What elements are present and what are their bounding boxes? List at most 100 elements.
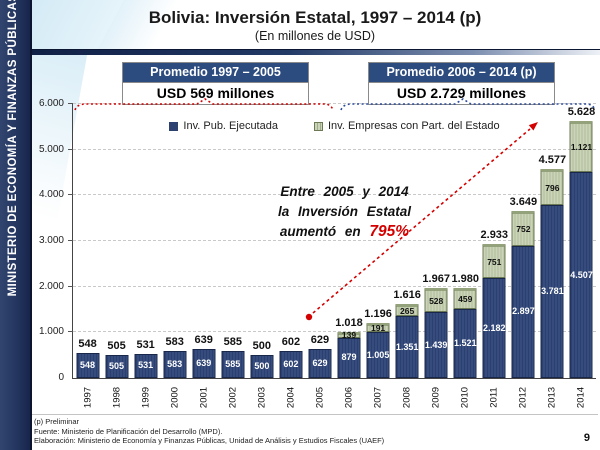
bar-total-label: 4.577 bbox=[538, 153, 567, 166]
x-axis-year-label: 2012 bbox=[517, 386, 529, 409]
bar-value-inv-pub: 4.507 bbox=[570, 269, 593, 280]
chart-legend: Inv. Pub. Ejecutada Inv. Empresas con Par… bbox=[73, 120, 596, 132]
annotation-line: Entre 2005 y 2014 bbox=[280, 184, 409, 199]
bar-slot-2004: 602 2004 602 bbox=[276, 104, 305, 408]
footnote-elaboracion: Elaboración: Ministerio de Economía y Fi… bbox=[34, 436, 385, 445]
bar-total-label: 1.018 bbox=[335, 316, 363, 329]
bar-value-inv-pub: 3.781 bbox=[541, 286, 564, 297]
bar-value-inv-pub: 583 bbox=[167, 359, 183, 370]
average-box-value: USD 2.729 millones bbox=[396, 85, 527, 101]
bar-value-inv-empresas: 191 bbox=[370, 323, 386, 334]
y-tick-label: 1.000 bbox=[38, 326, 64, 338]
bar-segment-inv-pub: 1.439 bbox=[424, 312, 448, 378]
bar-segment-inv-pub: 1.521 bbox=[453, 308, 477, 378]
bar-value-inv-pub: 1.351 bbox=[395, 341, 419, 352]
bar-slot-2012: 3.649 2012 2.897 752 bbox=[509, 104, 538, 408]
bar-value-inv-empresas: 265 bbox=[400, 305, 415, 316]
bar-segment-inv-empresas: 1.121 bbox=[569, 121, 593, 173]
bar-slot-2001: 639 2001 639 bbox=[189, 104, 218, 408]
bar-segment-inv-empresas: 796 bbox=[540, 169, 564, 206]
x-axis-year-label: 2002 bbox=[227, 386, 239, 409]
bar-segment-inv-empresas: 528 bbox=[424, 288, 448, 313]
bar-segment-inv-pub: 505 bbox=[105, 354, 129, 378]
y-tick-label: 5.000 bbox=[38, 143, 64, 155]
bar-slot-2005: 629 2005 629 bbox=[305, 104, 334, 408]
bar-total-label: 1.196 bbox=[364, 308, 392, 321]
x-axis-year-label: 1997 bbox=[82, 386, 94, 409]
bar-value-inv-pub: 1.005 bbox=[366, 349, 390, 360]
bar-slot-2013: 4.577 2013 3.781 796 bbox=[538, 104, 567, 408]
x-axis-year-label: 1999 bbox=[140, 386, 152, 409]
x-axis-year-label: 2003 bbox=[256, 386, 268, 409]
bar-segment-inv-empresas: 459 bbox=[453, 287, 477, 309]
bar-segment-inv-empresas: 265 bbox=[395, 304, 419, 317]
x-axis-year-label: 2005 bbox=[314, 386, 326, 409]
bar-slot-2010: 1.980 2010 1.521 459 bbox=[451, 104, 480, 408]
x-axis-year-label: 2000 bbox=[169, 386, 181, 409]
bar-segment-inv-pub: 639 bbox=[192, 348, 216, 378]
bar-value-inv-pub: 602 bbox=[283, 358, 299, 369]
gridline bbox=[68, 331, 596, 333]
bar-segment-inv-pub: 2.897 bbox=[511, 245, 535, 378]
legend-label: Inv. Empresas con Part. del Estado bbox=[327, 120, 500, 132]
bar-value-inv-empresas: 752 bbox=[516, 224, 531, 235]
bar-total-label: 1.980 bbox=[451, 272, 479, 285]
bar-segment-inv-pub: 1.005 bbox=[366, 332, 390, 378]
bar-total-label: 602 bbox=[281, 335, 301, 348]
legend-item: Inv. Pub. Ejecutada bbox=[169, 120, 278, 132]
bar-slot-1999: 531 1999 531 bbox=[131, 104, 160, 408]
y-tick-label: 4.000 bbox=[38, 189, 64, 201]
bar-value-inv-empresas: 528 bbox=[429, 295, 444, 306]
footnotes: (p) Preliminar Fuente: Ministerio de Pla… bbox=[34, 417, 554, 446]
x-axis-year-label: 2010 bbox=[459, 386, 471, 409]
bar-segment-inv-pub: 531 bbox=[134, 353, 158, 378]
y-tick-label: 2.000 bbox=[38, 280, 64, 292]
footnote-preliminar: (p) Preliminar bbox=[34, 417, 80, 426]
bar-value-inv-empresas: 1.121 bbox=[570, 142, 593, 153]
bar-segment-inv-empresas: 191 bbox=[366, 323, 390, 334]
bar-segment-inv-pub: 583 bbox=[163, 351, 187, 378]
bar-value-inv-empresas: 459 bbox=[458, 293, 473, 304]
bar-total-label: 500 bbox=[252, 340, 272, 353]
legend-label: Inv. Pub. Ejecutada bbox=[183, 120, 278, 132]
bar-value-inv-pub: 2.897 bbox=[512, 306, 535, 317]
y-axis-labels: 6.000 5.000 4.000 3.000 2.000 1.000 0 bbox=[26, 98, 68, 383]
footer-rule bbox=[30, 414, 598, 415]
slide-title: Bolivia: Inversión Estatal, 1997 – 2014 … bbox=[148, 8, 482, 27]
bar-segment-inv-pub: 585 bbox=[221, 351, 245, 378]
bar-total-label: 2.933 bbox=[480, 229, 509, 242]
x-axis-year-label: 2004 bbox=[285, 386, 297, 409]
page-number: 9 bbox=[583, 432, 590, 444]
ministry-name: MINISTERIO DE ECONOMÍA Y FINANZAS PÚBLIC… bbox=[7, 0, 19, 297]
bar-segment-inv-pub: 3.781 bbox=[540, 205, 564, 378]
gridline bbox=[68, 103, 596, 104]
average-box-1997-2005: Promedio 1997 – 2005 USD 569 millones bbox=[122, 62, 309, 105]
average-box-title: Promedio 1997 – 2005 bbox=[123, 63, 308, 83]
bar-value-inv-empresas: 751 bbox=[487, 256, 502, 267]
bar-segment-inv-pub: 4.507 bbox=[569, 172, 593, 378]
bar-total-label: 505 bbox=[107, 339, 126, 352]
ministry-sidebar: MINISTERIO DE ECONOMÍA Y FINANZAS PÚBLIC… bbox=[0, 0, 32, 450]
bar-slot-2006: 1.018 2006 879 139 bbox=[335, 104, 364, 409]
y-tick-label: 3.000 bbox=[38, 235, 64, 246]
growth-annotation: Entre 2005 y 2014 la Inversión Estatal a… bbox=[242, 182, 447, 242]
annotation-line: la Inversión Estatal bbox=[277, 204, 412, 219]
y-tick-label: 6.000 bbox=[38, 98, 64, 109]
bar-segment-inv-pub: 500 bbox=[250, 355, 274, 378]
bar-value-inv-pub: 2.182 bbox=[483, 322, 506, 333]
bar-slot-2014: 5.628 2014 4.507 1.121 bbox=[567, 104, 596, 408]
x-axis-year-label: 2001 bbox=[198, 386, 210, 409]
annotation-line: aumentó en 795% bbox=[279, 223, 410, 240]
bar-value-inv-pub: 531 bbox=[138, 360, 154, 371]
bar-value-inv-pub: 639 bbox=[196, 357, 212, 368]
legend-swatch-icon bbox=[169, 121, 179, 131]
bar-segment-inv-pub: 548 bbox=[76, 352, 100, 378]
x-axis-year-label: 1998 bbox=[111, 386, 123, 409]
bar-total-label: 629 bbox=[310, 334, 330, 347]
bar-total-label: 548 bbox=[78, 337, 97, 350]
legend-swatch-icon bbox=[313, 121, 323, 131]
x-axis-year-label: 2007 bbox=[372, 386, 384, 409]
bar-total-label: 5.628 bbox=[567, 106, 596, 118]
bar-segment-inv-pub: 2.182 bbox=[482, 278, 506, 378]
